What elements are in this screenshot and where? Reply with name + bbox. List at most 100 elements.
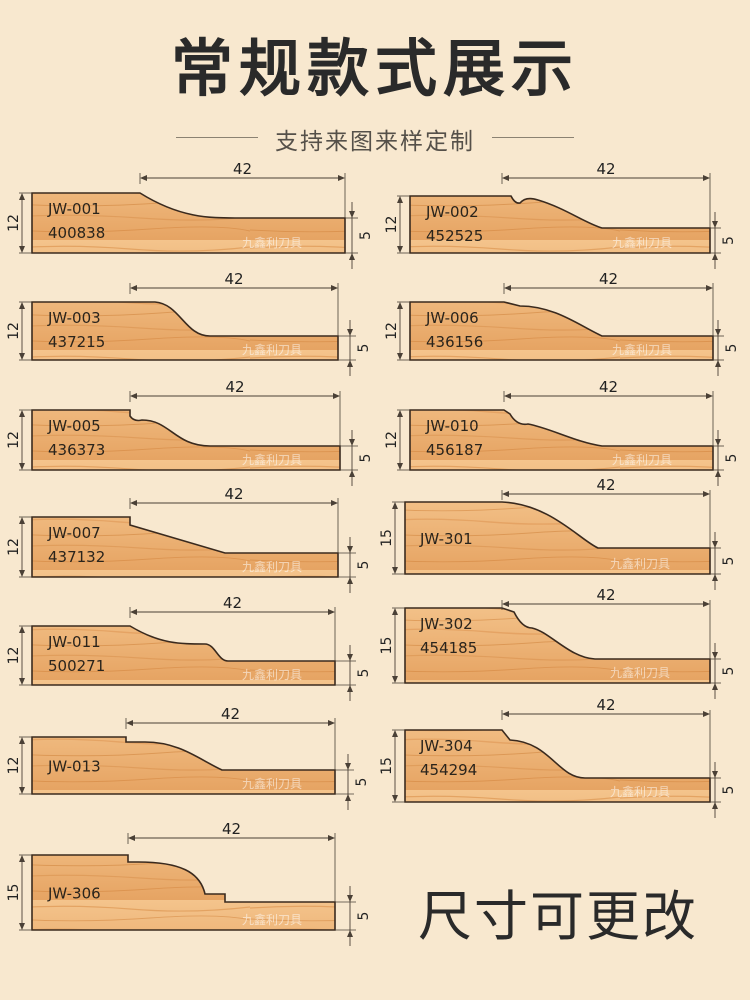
watermark-text: 九鑫利刀具 [612,452,672,467]
width-dimension-label: 42 [596,696,615,714]
profile-jw-010: 九鑫利刀具 42 12 5 JW-010 456187 [384,378,740,486]
watermark-text: 九鑫利刀具 [610,784,670,799]
profile-code-label: JW-011 [47,633,101,651]
profile-code-label: JW-010 [425,417,479,435]
width-dimension-label: 42 [599,270,618,288]
width-dimension-label: 42 [224,270,243,288]
profile-number-label: 454294 [420,761,477,779]
profile-shape [404,607,711,684]
profile-shape [31,516,339,578]
width-dimension-label: 42 [596,476,615,494]
profile-jw-304: 九鑫利刀具 42 15 5 JW-304 454294 [379,696,737,818]
step-dimension-label: 5 [721,557,737,566]
width-dimension-label: 42 [221,705,240,723]
profile-jw-001: 九鑫利刀具 42 12 5 JW-001 400838 [6,160,374,269]
step-dimension-label: 5 [356,561,372,570]
height-dimension-label: 15 [379,529,395,547]
width-dimension-label: 42 [222,820,241,838]
profile-number-label: 454185 [420,639,477,657]
step-dimension-label: 5 [724,344,740,353]
profile-code-label: JW-007 [47,524,101,542]
width-dimension-label: 42 [596,160,615,178]
step-dimension-label: 5 [724,454,740,463]
width-dimension-label: 42 [233,160,252,178]
footer-note: 尺寸可更改 [418,885,698,948]
profile-code-label: JW-306 [47,885,101,903]
height-dimension-label: 15 [379,757,395,775]
subtitle-left-rule [176,137,258,138]
height-dimension-label: 12 [384,322,400,340]
profile-code-label: JW-001 [47,200,101,218]
watermark-text: 九鑫利刀具 [242,667,302,682]
step-dimension-label: 5 [358,454,374,463]
step-dimension-label: 5 [354,778,370,787]
profile-jw-006: 九鑫利刀具 42 12 5 JW-006 436156 [384,270,740,376]
step-dimension-label: 5 [356,912,372,921]
profile-code-label: JW-005 [47,417,101,435]
height-dimension-label: 12 [6,214,22,232]
profile-code-label: JW-006 [425,309,479,327]
height-dimension-label: 12 [6,647,22,665]
height-dimension-label: 12 [384,216,400,234]
page-title: 常规款式展示 [170,32,579,105]
width-dimension-label: 42 [599,378,618,396]
profile-jw-306: 九鑫利刀具 42 15 5 JW-306 [6,820,372,946]
step-dimension-label: 5 [721,667,737,676]
width-dimension-label: 42 [224,485,243,503]
profile-jw-302: 九鑫利刀具 42 15 5 JW-302 454185 [379,586,737,699]
watermark-text: 九鑫利刀具 [242,912,302,927]
width-dimension-label: 42 [596,586,615,604]
profile-shape [31,409,341,471]
watermark-text: 九鑫利刀具 [242,776,302,791]
watermark-text: 九鑫利刀具 [242,342,302,357]
profile-jw-007: 九鑫利刀具 42 12 5 JW-007 437132 [6,485,372,593]
step-dimension-label: 5 [356,669,372,678]
step-dimension-label: 5 [356,344,372,353]
profile-code-label: JW-002 [425,203,479,221]
profile-number-label: 436373 [48,441,105,459]
profile-jw-003: 九鑫利刀具 42 12 5 JW-003 437215 [6,270,372,376]
profile-number-label: 400838 [48,224,105,242]
profile-shape [31,736,336,795]
profile-jw-011: 九鑫利刀具 42 12 5 JW-011 500271 [6,594,372,701]
height-dimension-label: 12 [6,431,22,449]
height-dimension-label: 15 [6,884,22,902]
profile-shape [409,409,714,471]
profile-code-label: JW-301 [419,530,473,548]
profile-number-label: 437132 [48,548,105,566]
profile-number-label: 436156 [426,333,483,351]
height-dimension-label: 12 [6,757,22,775]
profile-number-label: 456187 [426,441,483,459]
profile-code-label: JW-003 [47,309,101,327]
profile-number-label: 437215 [48,333,105,351]
step-dimension-label: 5 [721,786,737,795]
subtitle-banner: 支持来图来样定制 [0,120,750,155]
step-dimension-label: 5 [721,236,737,245]
watermark-text: 九鑫利刀具 [612,342,672,357]
profile-code-label: JW-302 [419,615,473,633]
watermark-text: 九鑫利刀具 [612,235,672,250]
height-dimension-label: 12 [6,538,22,556]
subtitle-right-rule [492,137,574,138]
page-subtitle: 支持来图来样定制 [275,129,475,155]
profile-jw-013: 九鑫利刀具 42 12 5 JW-013 [6,705,370,810]
profile-jw-301: 九鑫利刀具 42 15 5 JW-301 [379,476,737,590]
profile-jw-002: 九鑫利刀具 42 12 5 JW-002 452525 [384,160,737,269]
height-dimension-label: 12 [384,431,400,449]
profile-shape [404,729,711,803]
profile-jw-005: 九鑫利刀具 42 12 5 JW-005 436373 [6,378,374,486]
watermark-text: 九鑫利刀具 [242,235,302,250]
profile-shape [409,195,711,254]
width-dimension-label: 42 [225,378,244,396]
profile-shape [31,625,336,686]
profile-shape [31,854,336,931]
profile-number-label: 452525 [426,227,483,245]
watermark-text: 九鑫利刀具 [242,452,302,467]
profile-number-label: 500271 [48,657,105,675]
profile-code-label: JW-304 [419,737,473,755]
watermark-text: 九鑫利刀具 [610,665,670,680]
profile-code-label: JW-013 [47,758,101,776]
height-dimension-label: 12 [6,322,22,340]
watermark-text: 九鑫利刀具 [610,556,670,571]
step-dimension-label: 5 [358,231,374,240]
